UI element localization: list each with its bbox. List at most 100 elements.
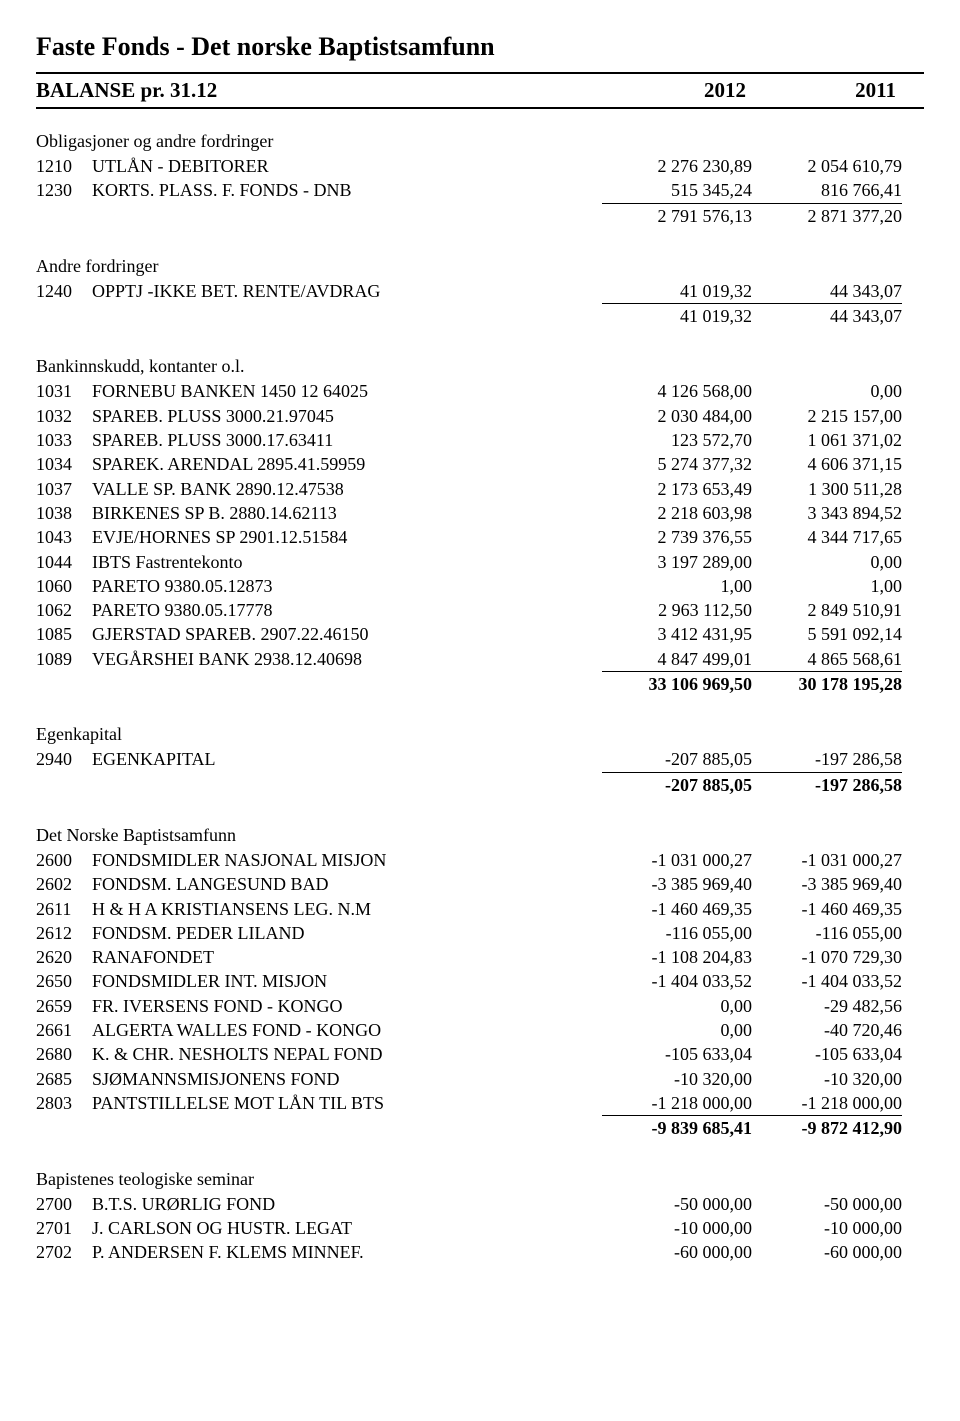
- account-code: 1240: [36, 279, 92, 303]
- account-desc: FORNEBU BANKEN 1450 12 64025: [92, 379, 602, 403]
- ledger-row: 1038BIRKENES SP B. 2880.14.621132 218 60…: [36, 501, 924, 525]
- amount-2011: 816 766,41: [752, 178, 902, 202]
- amount-2012: 2 739 376,55: [602, 525, 752, 549]
- subtotal-2011: -197 286,58: [752, 772, 902, 797]
- section-heading: Egenkapital: [36, 724, 924, 745]
- account-code: 1085: [36, 622, 92, 646]
- account-desc: FONDSM. LANGESUND BAD: [92, 872, 602, 896]
- account-desc: SPAREB. PLUSS 3000.17.63411: [92, 428, 602, 452]
- account-code: 2685: [36, 1067, 92, 1091]
- amount-2012: -1 108 204,83: [602, 945, 752, 969]
- account-desc: SJØMANNSMISJONENS FOND: [92, 1067, 602, 1091]
- account-code: 1089: [36, 647, 92, 671]
- account-desc: GJERSTAD SPAREB. 2907.22.46150: [92, 622, 602, 646]
- account-desc: KORTS. PLASS. F. FONDS - DNB: [92, 178, 602, 202]
- account-code: 1044: [36, 550, 92, 574]
- account-code: 1034: [36, 452, 92, 476]
- ledger-row: 2612FONDSM. PEDER LILAND-116 055,00-116 …: [36, 921, 924, 945]
- balance-header-row: BALANSE pr. 31.12 2012 2011: [36, 72, 924, 109]
- subtotal-2012: -207 885,05: [602, 772, 752, 797]
- amount-2012: 2 963 112,50: [602, 598, 752, 622]
- subtotal-2011: -9 872 412,90: [752, 1115, 902, 1140]
- subtotal-row: -207 885,05-197 286,58: [36, 772, 924, 797]
- amount-2012: 3 412 431,95: [602, 622, 752, 646]
- amount-2011: -1 460 469,35: [752, 897, 902, 921]
- account-desc: PARETO 9380.05.17778: [92, 598, 602, 622]
- amount-2011: -1 070 729,30: [752, 945, 902, 969]
- subtotal-row: 41 019,3244 343,07: [36, 303, 924, 328]
- ledger-row: 2620RANAFONDET-1 108 204,83-1 070 729,30: [36, 945, 924, 969]
- ledger-row: 2650FONDSMIDLER INT. MISJON-1 404 033,52…: [36, 969, 924, 993]
- subtotal-row: 33 106 969,5030 178 195,28: [36, 671, 924, 696]
- year-2011: 2011: [746, 78, 896, 103]
- account-desc: SPAREB. PLUSS 3000.21.97045: [92, 404, 602, 428]
- account-desc: FONDSMIDLER NASJONAL MISJON: [92, 848, 602, 872]
- account-desc: IBTS Fastrentekonto: [92, 550, 602, 574]
- account-code: 1210: [36, 154, 92, 178]
- ledger-row: 2702P. ANDERSEN F. KLEMS MINNEF.-60 000,…: [36, 1240, 924, 1264]
- subtotal-2012: 33 106 969,50: [602, 671, 752, 696]
- ledger-row: 1034SPAREK. ARENDAL 2895.41.599595 274 3…: [36, 452, 924, 476]
- amount-2011: -3 385 969,40: [752, 872, 902, 896]
- ledger-row: 2602FONDSM. LANGESUND BAD-3 385 969,40-3…: [36, 872, 924, 896]
- amount-2012: -3 385 969,40: [602, 872, 752, 896]
- section-heading: Bapistenes teologiske seminar: [36, 1169, 924, 1190]
- amount-2011: -50 000,00: [752, 1192, 902, 1216]
- amount-2012: 5 274 377,32: [602, 452, 752, 476]
- amount-2012: 3 197 289,00: [602, 550, 752, 574]
- amount-2012: -10 000,00: [602, 1216, 752, 1240]
- amount-2011: -1 031 000,27: [752, 848, 902, 872]
- amount-2012: 123 572,70: [602, 428, 752, 452]
- subtotal-2012: 2 791 576,13: [602, 203, 752, 228]
- account-desc: P. ANDERSEN F. KLEMS MINNEF.: [92, 1240, 602, 1264]
- ledger-row: 1210UTLÅN - DEBITORER2 276 230,892 054 6…: [36, 154, 924, 178]
- ledger-row: 1230KORTS. PLASS. F. FONDS - DNB515 345,…: [36, 178, 924, 202]
- ledger-row: 1240OPPTJ -IKKE BET. RENTE/AVDRAG41 019,…: [36, 279, 924, 303]
- amount-2012: 2 218 603,98: [602, 501, 752, 525]
- ledger-row: 1032SPAREB. PLUSS 3000.21.970452 030 484…: [36, 404, 924, 428]
- account-code: 2702: [36, 1240, 92, 1264]
- amount-2012: 41 019,32: [602, 279, 752, 303]
- amount-2011: -197 286,58: [752, 747, 902, 771]
- account-code: 2659: [36, 994, 92, 1018]
- amount-2011: 2 849 510,91: [752, 598, 902, 622]
- amount-2012: -116 055,00: [602, 921, 752, 945]
- amount-2012: -60 000,00: [602, 1240, 752, 1264]
- account-desc: EGENKAPITAL: [92, 747, 602, 771]
- subtotal-2012: -9 839 685,41: [602, 1115, 752, 1140]
- account-code: 2701: [36, 1216, 92, 1240]
- amount-2012: 515 345,24: [602, 178, 752, 202]
- amount-2011: -40 720,46: [752, 1018, 902, 1042]
- account-desc: H & H A KRISTIANSENS LEG. N.M: [92, 897, 602, 921]
- account-desc: J. CARLSON OG HUSTR. LEGAT: [92, 1216, 602, 1240]
- amount-2012: -50 000,00: [602, 1192, 752, 1216]
- subtotal-row: -9 839 685,41-9 872 412,90: [36, 1115, 924, 1140]
- account-code: 1038: [36, 501, 92, 525]
- account-desc: UTLÅN - DEBITORER: [92, 154, 602, 178]
- amount-2011: 44 343,07: [752, 279, 902, 303]
- amount-2012: -1 218 000,00: [602, 1091, 752, 1115]
- subtotal-2011: 30 178 195,28: [752, 671, 902, 696]
- balance-content: Obligasjoner og andre fordringer1210UTLÅ…: [36, 131, 924, 1278]
- year-2012: 2012: [596, 78, 746, 103]
- section-heading: Bankinnskudd, kontanter o.l.: [36, 356, 924, 377]
- section-heading: Obligasjoner og andre fordringer: [36, 131, 924, 152]
- account-desc: FONDSM. PEDER LILAND: [92, 921, 602, 945]
- ledger-row: 1044IBTS Fastrentekonto3 197 289,000,00: [36, 550, 924, 574]
- ledger-row: 2659FR. IVERSENS FOND - KONGO0,00-29 482…: [36, 994, 924, 1018]
- amount-2012: 2 173 653,49: [602, 477, 752, 501]
- amount-2011: 1,00: [752, 574, 902, 598]
- amount-2012: 4 847 499,01: [602, 647, 752, 671]
- ledger-row: 1037VALLE SP. BANK 2890.12.475382 173 65…: [36, 477, 924, 501]
- account-code: 1031: [36, 379, 92, 403]
- section-heading: Det Norske Baptistsamfunn: [36, 825, 924, 846]
- ledger-row: 1043EVJE/HORNES SP 2901.12.515842 739 37…: [36, 525, 924, 549]
- document-title: Faste Fonds - Det norske Baptistsamfunn: [36, 32, 924, 62]
- account-desc: BIRKENES SP B. 2880.14.62113: [92, 501, 602, 525]
- amount-2011: 2 054 610,79: [752, 154, 902, 178]
- amount-2011: -60 000,00: [752, 1240, 902, 1264]
- amount-2012: 0,00: [602, 994, 752, 1018]
- subtotal-2012: 41 019,32: [602, 303, 752, 328]
- account-desc: RANAFONDET: [92, 945, 602, 969]
- amount-2012: 2 276 230,89: [602, 154, 752, 178]
